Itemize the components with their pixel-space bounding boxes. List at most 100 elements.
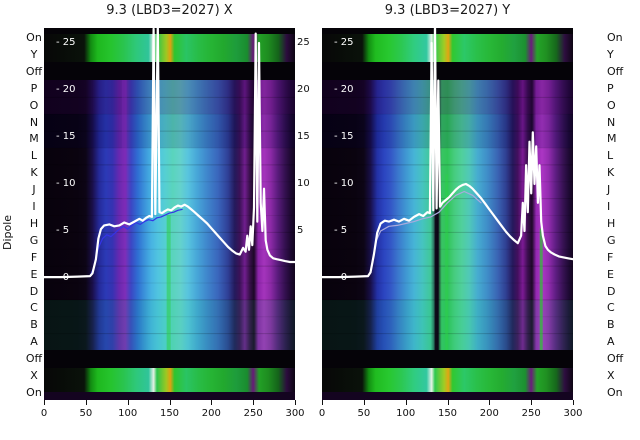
row-label-right: B <box>607 318 615 332</box>
y-tick-label: - 5 <box>334 225 348 236</box>
heatmap-row-separator <box>44 96 295 98</box>
heatmap-row-shade <box>44 114 295 148</box>
heatmap-row-separator <box>322 147 573 149</box>
row-label-left: K <box>30 166 38 180</box>
y-tick-label-right: 15 <box>297 131 310 142</box>
x-tick-label: 50 <box>79 408 93 419</box>
x-tick-label: 200 <box>201 408 221 419</box>
x-tick-mark <box>169 400 171 405</box>
row-label-left: I <box>32 200 36 213</box>
row-label-right: I <box>607 200 611 213</box>
y-tick-label: - 25 <box>56 37 76 48</box>
panel-bottom-edge <box>322 392 573 400</box>
row-label-right: X <box>607 369 615 382</box>
secondary-signal-line <box>371 190 482 265</box>
x-tick-mark <box>295 400 296 405</box>
row-label-left: X <box>30 369 38 382</box>
y-tick-label: - 25 <box>334 37 354 48</box>
row-label-right: D <box>607 284 616 298</box>
y-tick-label: - 15 <box>334 131 354 142</box>
heatmap-row-shade <box>322 114 573 148</box>
row-label-left: G <box>29 233 39 247</box>
x-tick-label: 100 <box>118 408 138 419</box>
monitor-band-top <box>322 34 573 62</box>
row-label-right: P <box>607 81 614 95</box>
heatmap-vertical-stripe <box>166 215 171 350</box>
heatmap-panel-y: - 25 - 20 - 15 - 10 - 5 - 0 <box>322 28 573 400</box>
x-tick-label: 100 <box>396 408 416 419</box>
monitor-band-bottom <box>44 368 295 392</box>
x-tick-label: 0 <box>40 408 48 419</box>
x-tick-mark <box>363 400 365 405</box>
x-tick-mark <box>573 400 574 405</box>
y-tick-label: - 0 <box>334 272 348 283</box>
heatmap-row-separator <box>322 96 573 98</box>
dipole-axis-label: Dipole <box>1 214 14 250</box>
heatmap-row-shade <box>322 80 573 114</box>
panel-title-x: 9.3 (LBD3=2027) X <box>106 3 233 18</box>
x-tick-label: 250 <box>243 408 263 419</box>
y-tick-label: - 0 <box>56 272 70 283</box>
row-label-left: On <box>26 31 42 44</box>
row-label-right: F <box>607 250 614 264</box>
row-label-left: J <box>32 183 36 197</box>
heatmap-vertical-stripe <box>121 80 127 229</box>
row-label-left: N <box>29 115 39 129</box>
y-tick-label: - 20 <box>334 84 354 95</box>
row-label-left: Y <box>30 47 38 61</box>
monitor-band-top <box>44 34 295 62</box>
row-label-right: Y <box>607 47 614 61</box>
row-label-right: On <box>607 31 623 44</box>
row-label-right: N <box>607 115 616 129</box>
heatmap-canvas <box>44 28 295 400</box>
heatmap-canvas <box>322 28 573 400</box>
row-label-right: Off <box>607 352 624 366</box>
heatmap-row-separator <box>44 113 295 115</box>
x-tick-mark <box>127 400 129 405</box>
heatmap-row-separator <box>44 198 295 200</box>
y-tick-label-right: 25 <box>297 37 310 48</box>
heatmap-vertical-stripe <box>434 80 439 350</box>
y-tick-label-right: 20 <box>297 84 310 95</box>
heatmap-row-separator <box>44 181 295 183</box>
heatmap-row-separator <box>44 164 295 166</box>
row-label-left: F <box>30 250 38 264</box>
x-tick-label: 300 <box>563 408 583 419</box>
row-label-right: G <box>607 233 616 247</box>
y-tick-label: - 10 <box>56 178 76 189</box>
row-label-left: D <box>29 284 39 298</box>
row-label-right: M <box>607 132 617 146</box>
x-tick-mark <box>531 400 533 405</box>
row-label-right: E <box>607 267 614 281</box>
heatmap-row-shade <box>44 80 295 114</box>
row-label-right: C <box>607 301 615 315</box>
row-label-left: M <box>29 132 39 146</box>
monitor-band-bottom <box>322 368 573 392</box>
x-tick-label: 0 <box>318 408 326 419</box>
signal-line <box>322 28 573 279</box>
x-tick-mark <box>211 400 213 405</box>
heatmap-row-separator <box>44 130 295 132</box>
x-tick-label: 50 <box>357 408 371 419</box>
heatmap-vertical-stripe <box>445 174 449 350</box>
x-tick-mark <box>489 400 491 405</box>
row-label-right: Off <box>607 64 624 78</box>
x-tick-mark <box>85 400 87 405</box>
row-label-right: O <box>607 98 616 112</box>
heatmap-vertical-stripe <box>539 228 543 350</box>
row-label-right: A <box>607 335 615 349</box>
x-tick-mark <box>322 400 323 405</box>
heatmap-row-separator <box>322 113 573 115</box>
panel-bottom-edge <box>44 392 295 400</box>
row-label-left: P <box>30 81 38 95</box>
heatmap-panel-x: - 25 - 20 - 15 - 10 - 5 - 0 <box>44 28 295 400</box>
x-tick-mark <box>253 400 255 405</box>
row-label-left: H <box>29 216 39 230</box>
y-tick-label: - 20 <box>56 84 76 95</box>
row-label-left: O <box>29 98 39 112</box>
row-label-right: H <box>607 216 616 230</box>
row-label-right: K <box>607 166 615 180</box>
signal-line <box>44 28 295 279</box>
secondary-signal-line <box>89 208 183 277</box>
